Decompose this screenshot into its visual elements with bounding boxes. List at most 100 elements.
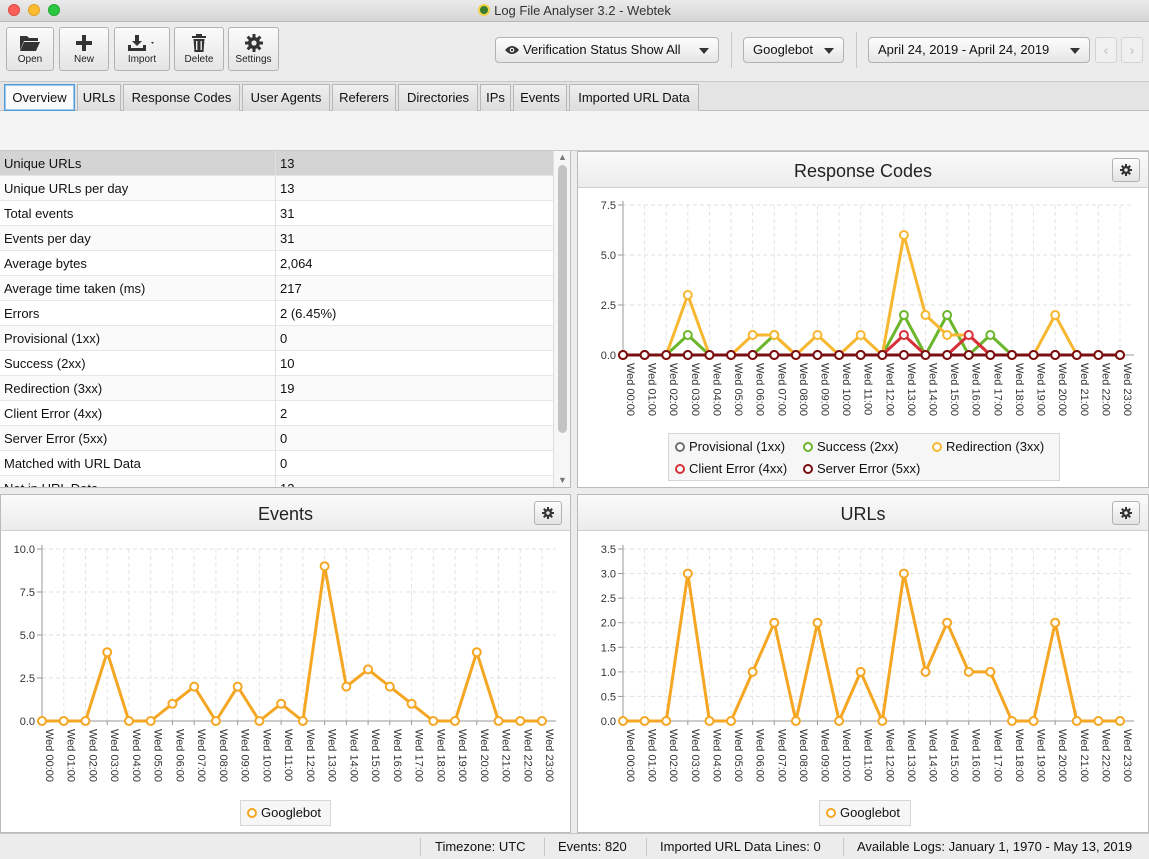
- data-point: [834, 716, 845, 726]
- new-button[interactable]: New: [59, 27, 109, 71]
- tab-directories[interactable]: Directories: [398, 84, 478, 111]
- date-range-combo[interactable]: April 24, 2019 - April 24, 2019: [868, 37, 1090, 63]
- legend-item[interactable]: Redirection (3xx): [932, 439, 1044, 455]
- x-tick-label: Wed 07:00: [775, 363, 787, 416]
- data-point: [942, 310, 953, 320]
- data-point: [1050, 617, 1061, 628]
- column-divider: [275, 276, 276, 301]
- stats-row[interactable]: Redirection (3xx) 19: [0, 376, 553, 401]
- tab-label: User Agents: [250, 90, 322, 105]
- legend-item[interactable]: Client Error (4xx): [675, 461, 787, 477]
- stat-key: Provisional (1xx): [4, 331, 101, 346]
- stat-key: Redirection (3xx): [4, 381, 103, 396]
- chevron-down-icon: [824, 48, 834, 54]
- stats-row[interactable]: Average bytes 2,064: [0, 251, 553, 276]
- legend-item[interactable]: Provisional (1xx): [675, 439, 785, 455]
- stats-row[interactable]: Client Error (4xx) 2: [0, 401, 553, 426]
- verification-status-combo[interactable]: Verification Status Show All: [495, 37, 719, 63]
- stats-row[interactable]: Total events 31: [0, 201, 553, 226]
- events-settings-button[interactable]: [534, 501, 562, 525]
- tab-urls[interactable]: URLs: [77, 84, 121, 111]
- stat-value: 2 (6.45%): [280, 306, 337, 321]
- stats-row[interactable]: Matched with URL Data 0: [0, 451, 553, 476]
- window-close-button[interactable]: [8, 4, 20, 16]
- events-count-label: Events:: [558, 839, 602, 854]
- urls-legend: Googlebot: [819, 800, 911, 826]
- response-codes-chart: 0.0 2.5 5.0 7.5 Wed 00:00 Wed 01:00 Wed 02:00 W…: [601, 200, 1134, 416]
- legend-item[interactable]: Googlebot: [826, 805, 900, 821]
- data-point: [428, 716, 439, 726]
- x-tick-label: Wed 01:00: [65, 729, 77, 782]
- import-button[interactable]: Import: [114, 27, 170, 71]
- urls-settings-button[interactable]: [1112, 501, 1140, 525]
- delete-button[interactable]: Delete: [174, 27, 224, 71]
- x-tick-label: Wed 13:00: [905, 729, 917, 782]
- stats-row[interactable]: Provisional (1xx) 0: [0, 326, 553, 351]
- tab-user-agents[interactable]: User Agents: [242, 84, 330, 111]
- settings-button[interactable]: Settings: [228, 27, 279, 71]
- data-point: [1006, 350, 1017, 360]
- data-point: [384, 681, 395, 692]
- tab-referers[interactable]: Referers: [332, 84, 396, 111]
- legend-item[interactable]: Server Error (5xx): [803, 461, 920, 477]
- data-point: [769, 617, 780, 628]
- x-tick-label: Wed 04:00: [710, 729, 722, 782]
- stats-row[interactable]: Unique URLs per day 13: [0, 176, 553, 201]
- stats-row[interactable]: Errors 2 (6.45%): [0, 301, 553, 326]
- stats-row[interactable]: Events per day 31: [0, 226, 553, 251]
- legend-label: Googlebot: [840, 805, 900, 820]
- legend-label: Client Error (4xx): [689, 461, 788, 476]
- stat-value: 2,064: [280, 256, 313, 271]
- stat-value: 13: [280, 476, 294, 487]
- open-button[interactable]: Open: [6, 27, 54, 71]
- scrollbar-thumb[interactable]: [558, 165, 567, 433]
- tab-response-codes[interactable]: Response Codes: [123, 84, 240, 111]
- stats-row[interactable]: Unique URLs 13: [0, 151, 553, 176]
- stats-row[interactable]: Success (2xx) 10: [0, 351, 553, 376]
- x-tick-label: Wed 16:00: [970, 363, 982, 416]
- data-point: [1006, 716, 1017, 726]
- scroll-up-icon[interactable]: ▲: [558, 152, 567, 162]
- x-tick-label: Wed 03:00: [689, 363, 701, 416]
- next-date-button[interactable]: ›: [1121, 37, 1143, 63]
- stats-row[interactable]: Server Error (5xx) 0: [0, 426, 553, 451]
- data-point: [898, 568, 909, 579]
- legend-marker-icon: [247, 808, 257, 818]
- data-point: [1093, 716, 1104, 726]
- stat-value: 10: [280, 356, 295, 371]
- legend-marker-icon: [803, 464, 813, 474]
- folder-open-icon: [20, 36, 40, 51]
- tab-events[interactable]: Events: [513, 84, 567, 111]
- legend-item[interactable]: Googlebot: [247, 805, 321, 821]
- column-divider: [275, 201, 276, 226]
- tab-overview[interactable]: Overview: [4, 84, 75, 111]
- scroll-down-icon[interactable]: ▼: [558, 475, 567, 485]
- stats-row[interactable]: Not in URL Data 13: [0, 476, 553, 487]
- data-point: [920, 350, 931, 360]
- stats-row[interactable]: Average time taken (ms) 217: [0, 276, 553, 301]
- x-tick-label: Wed 13:00: [326, 729, 338, 782]
- urls-header: URLs: [578, 495, 1148, 531]
- column-divider: [275, 326, 276, 351]
- legend-marker-icon: [675, 442, 685, 452]
- stat-key: Unique URLs per day: [4, 181, 129, 196]
- gear-icon: [1120, 164, 1132, 176]
- response-codes-settings-button[interactable]: [1112, 158, 1140, 182]
- x-tick-label: Wed 06:00: [173, 729, 185, 782]
- window-minimize-button[interactable]: [28, 4, 40, 16]
- window-maximize-button[interactable]: [48, 4, 60, 16]
- stat-value: 13: [280, 181, 295, 196]
- response-codes-legend: Provisional (1xx) Success (2xx) Redirectio…: [668, 433, 1060, 481]
- stat-key: Total events: [4, 206, 74, 221]
- x-tick-label: Wed 00:00: [624, 363, 636, 416]
- previous-date-button[interactable]: ‹: [1095, 37, 1117, 63]
- tab-imported-url-data[interactable]: Imported URL Data: [569, 84, 699, 111]
- bot-filter-combo[interactable]: Googlebot: [743, 37, 844, 63]
- tab-label: Referers: [339, 90, 389, 105]
- legend-item[interactable]: Success (2xx): [803, 439, 899, 455]
- x-tick-label: Wed 04:00: [710, 363, 722, 416]
- data-point: [537, 716, 547, 726]
- tab-ips[interactable]: IPs: [480, 84, 511, 111]
- imported-lines-value: 0: [813, 839, 821, 854]
- stats-scrollbar[interactable]: ▲ ▼: [553, 151, 570, 487]
